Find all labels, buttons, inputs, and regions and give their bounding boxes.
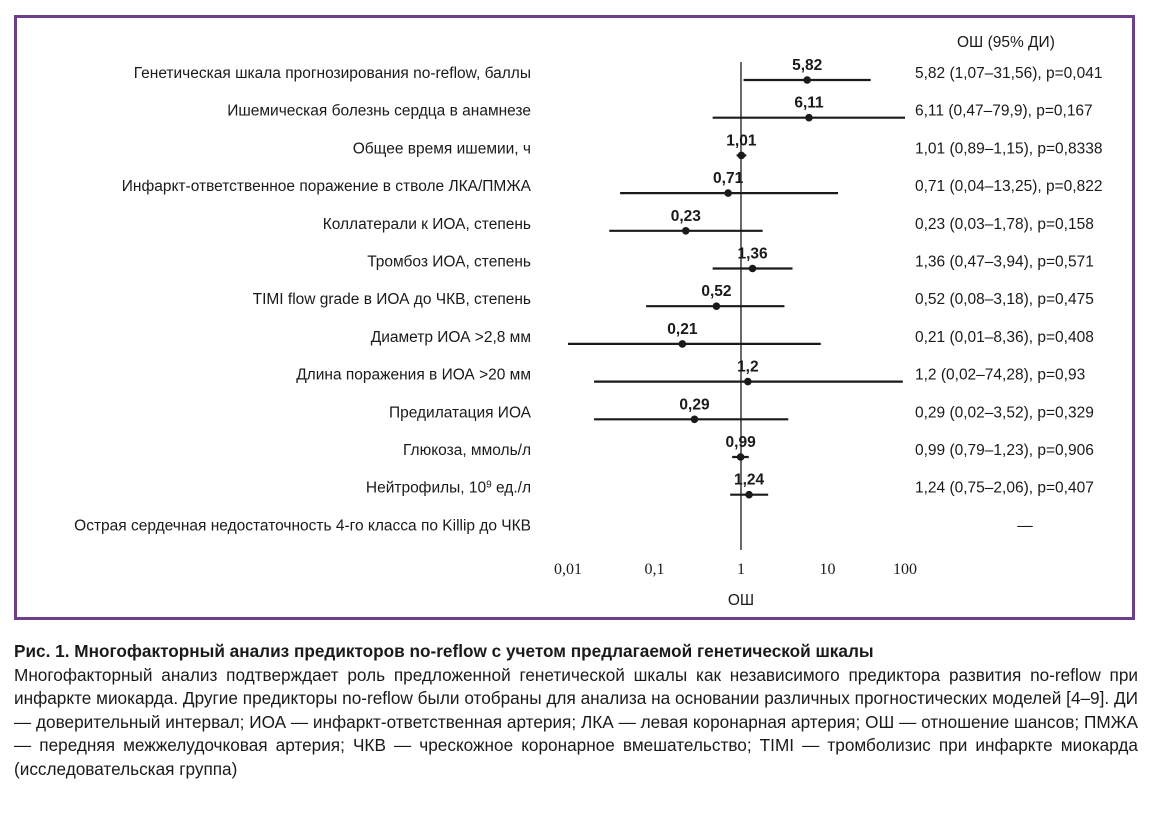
row-ci-text: 1,01 (0,89–1,15), p=0,8338 [915,140,1102,157]
x-tick-label: 0,01 [554,561,582,578]
row-label: Нейтрофилы, 109 ед./л [366,479,531,497]
or-point [736,453,745,461]
row-ci-text: 1,24 (0,75–2,06), p=0,407 [915,480,1094,497]
or-value-label: 0,21 [667,321,698,338]
or-value-label: 1,2 [737,359,759,376]
row-ci-text: 0,52 (0,08–3,18), p=0,475 [915,291,1094,308]
or-value-label: 0,23 [671,208,702,225]
caption-title: Рис. 1. Многофакторный анализ предикторо… [14,641,874,661]
figure-frame: ОШ (95% ДИ) Генетическая шкала прогнозиро… [14,15,1135,620]
row-label: Длина поражения в ИОА >20 мм [296,367,531,384]
or-value-label: 0,99 [726,434,757,451]
or-value-label: 0,71 [713,170,744,187]
row-label: Острая сердечная недостаточность 4-го кл… [74,517,531,534]
row-ci-text: 5,82 (1,07–31,56), p=0,041 [915,65,1102,82]
or-value-label: 0,29 [679,396,710,413]
row-ci-text: 0,23 (0,03–1,78), p=0,158 [915,216,1094,233]
x-tick-label: 0,1 [645,561,665,578]
or-point [690,415,699,424]
row-ci-text: 0,99 (0,79–1,23), p=0,906 [915,442,1094,459]
or-value-label: 5,82 [792,57,822,74]
or-value-label: 6,11 [794,95,824,112]
row-label: Инфаркт-ответственное поражение в стволе… [122,178,532,195]
forest-plot: ОШ (95% ДИ) Генетическая шкала прогнозиро… [74,34,1102,609]
row-label: Тромбоз ИОА, степень [367,254,531,271]
row-ci-text: 6,11 (0,47–79,9), p=0,167 [915,103,1093,120]
row-label: Ишемическая болезнь сердца в анамнезе [227,103,531,120]
or-point [805,113,813,122]
x-axis-title: ОШ [728,592,754,609]
or-column-header: ОШ (95% ДИ) [957,34,1055,51]
row-ci-text: 0,71 (0,04–13,25), p=0,822 [915,178,1102,195]
row-label: Предилатация ИОА [389,404,532,421]
row-label: Глюкоза, ммоль/л [403,442,531,459]
or-point [745,490,753,499]
or-point [681,227,690,235]
or-point [678,340,687,348]
x-tick-label: 100 [893,561,917,578]
row-label: TIMI flow grade в ИОА до ЧКВ, степень [253,291,531,308]
figure-caption: Рис. 1. Многофакторный анализ предикторо… [14,640,1138,781]
or-value-label: 0,52 [701,283,731,300]
or-point [737,151,746,160]
caption-body: Многофакторный анализ подтверждает роль … [14,664,1138,779]
row-ci-text: 1,36 (0,47–3,94), p=0,571 [915,254,1094,271]
row-label: Диаметр ИОА >2,8 мм [371,329,531,346]
row-ci-text: 0,21 (0,01–8,36), p=0,408 [915,329,1094,346]
row-label: Коллатерали к ИОА, степень [323,216,531,233]
row-label: Общее время ишемии, ч [353,140,531,157]
row-ci-text: 1,2 (0,02–74,28), p=0,93 [915,367,1085,384]
or-point [724,189,732,197]
or-value-label: 1,36 [737,246,768,263]
row-ci-text: — [1017,517,1033,534]
or-value-label: 1,01 [726,132,757,149]
or-point [803,76,811,84]
row-label: Генетическая шкала прогнозирования no-re… [134,65,531,82]
x-tick-label: 1 [737,561,745,578]
row-ci-text: 0,29 (0,02–3,52), p=0,329 [915,404,1094,421]
x-tick-label: 10 [820,561,836,578]
or-point [744,377,752,386]
or-value-label: 1,24 [734,472,765,489]
or-point [712,302,721,311]
or-point [748,264,757,273]
